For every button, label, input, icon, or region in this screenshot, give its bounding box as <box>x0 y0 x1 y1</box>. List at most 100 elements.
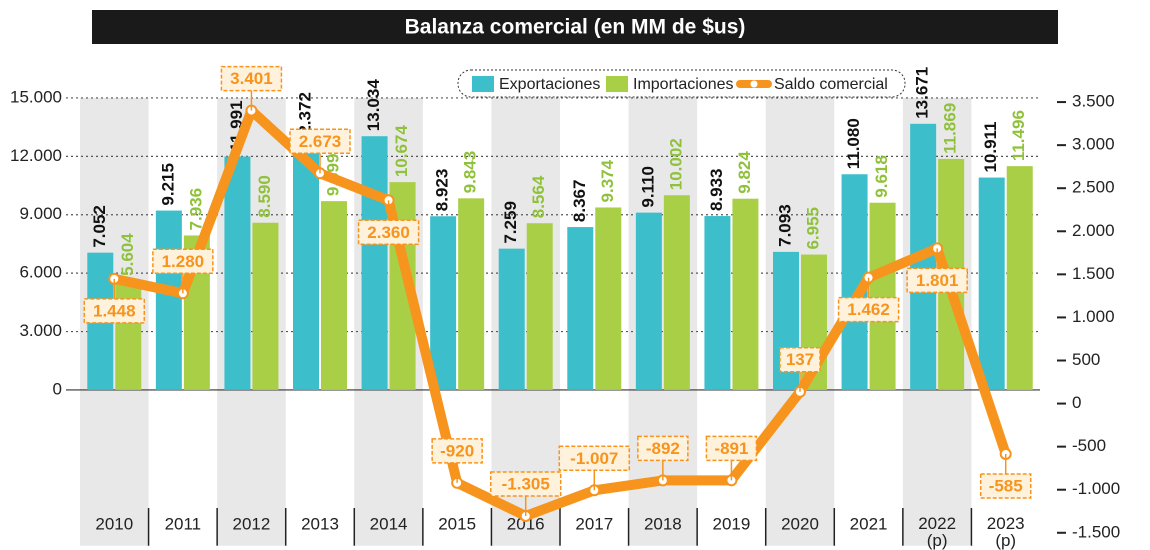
x-tick-label: 2010 <box>95 514 133 533</box>
line-value-label: 1.462 <box>847 300 890 319</box>
bar-value-label: 10.674 <box>392 125 411 178</box>
bar-value-label: 5.604 <box>118 233 137 276</box>
bar-value-label: 11.869 <box>941 103 960 154</box>
bar-value-label: 9.843 <box>461 151 480 194</box>
legend-label: Exportaciones <box>499 76 600 93</box>
bar <box>293 149 319 390</box>
y2-tick-label: 1.000 <box>1072 307 1115 326</box>
y2-tick-label: 3.000 <box>1072 135 1115 154</box>
y2-tick-label: -500 <box>1072 436 1106 455</box>
bar-value-label: 9.618 <box>872 155 891 198</box>
chart-title: Balanza comercial (en MM de $us) <box>405 16 746 39</box>
x-tick-label: 2018 <box>644 514 682 533</box>
label-box <box>705 435 758 462</box>
x-tick-line: (p) <box>927 531 948 550</box>
label-box <box>906 267 968 294</box>
x-tick-label: 2015 <box>438 514 476 533</box>
bar-value-label: 7.259 <box>501 201 520 244</box>
bar-value-label: 7.936 <box>186 188 205 231</box>
bar-value-label: 10.002 <box>666 138 685 190</box>
label-box <box>979 473 1032 499</box>
line-value-label: 1.801 <box>916 271 959 290</box>
bar <box>498 248 525 390</box>
label-box <box>289 128 351 155</box>
x-tick-label: 2011 <box>165 514 202 533</box>
bar <box>361 136 388 390</box>
label-box <box>779 347 821 373</box>
legend-label: Saldo comercial <box>774 76 888 93</box>
line-value-label: 1.280 <box>162 252 205 271</box>
line <box>113 105 1011 521</box>
x-tick-label: 2014 <box>370 514 408 533</box>
x-tick-label: 2013 <box>301 514 339 533</box>
y2-tick-label: -1.000 <box>1072 479 1120 498</box>
bar <box>595 207 622 390</box>
legend-label: Importaciones <box>633 76 734 93</box>
label-box <box>220 65 283 92</box>
y-tick-label: 9.000 <box>19 204 62 223</box>
x-tick-label: 2017 <box>575 514 613 533</box>
bar-value-label: 9.110 <box>638 166 657 208</box>
bar-value-label: 10.911 <box>981 121 1000 172</box>
line-value-label: -920 <box>440 441 474 460</box>
label-box <box>357 219 420 246</box>
y2-tick-label: -1.500 <box>1072 522 1120 541</box>
y2-tick-label: 500 <box>1072 350 1100 369</box>
bar-value-label: 11.496 <box>1009 110 1028 161</box>
bar <box>321 201 347 390</box>
line-value-label: 137 <box>786 350 814 369</box>
x-tick-label: 2016 <box>507 514 545 533</box>
bar-value-label: 7.093 <box>775 204 794 247</box>
line-value-label: 2.673 <box>299 132 342 151</box>
line-value-label: 2.360 <box>367 223 410 242</box>
bar-value-label: 8.923 <box>433 169 452 212</box>
x-tick-label: 2020 <box>781 514 819 533</box>
bar <box>978 177 1005 390</box>
bar <box>458 198 485 390</box>
legend-box <box>457 69 906 98</box>
line-value-label: -1.007 <box>570 449 618 468</box>
legend-swatch-point <box>750 80 758 88</box>
line-value-label: -891 <box>714 439 748 458</box>
bar <box>430 216 457 390</box>
bar <box>567 227 594 390</box>
label-box <box>83 298 146 324</box>
y2-tick-label: 3.500 <box>1072 92 1115 111</box>
bar <box>155 210 182 390</box>
line-value-label: -892 <box>646 439 680 458</box>
y-tick-label: 15.000 <box>10 87 62 106</box>
x-tick-line: 2022 <box>918 514 956 533</box>
title-bar <box>92 10 1058 44</box>
bar <box>1006 166 1033 390</box>
x-tick-label: 2021 <box>850 514 888 533</box>
legend-swatch <box>472 76 494 92</box>
label-box <box>837 296 900 323</box>
bar-value-label: 7.052 <box>90 205 109 248</box>
line-value-label: 3.401 <box>230 69 273 88</box>
bar-value-label: 8.933 <box>707 169 726 212</box>
bar-value-label: 13.671 <box>913 67 932 119</box>
x-tick-line: 2023 <box>987 514 1025 533</box>
bar <box>704 216 731 390</box>
line-value-label: 1.448 <box>93 301 136 320</box>
bar <box>252 222 279 390</box>
bar-value-label: 8.564 <box>529 175 548 218</box>
label-box <box>489 471 562 497</box>
bar <box>732 198 759 390</box>
y-tick-label: 0 <box>53 379 62 398</box>
x-tick-label: 2023 (p) <box>987 514 1025 550</box>
legend-swatch <box>606 76 628 92</box>
x-tick-label: 2012 <box>233 514 271 533</box>
label-box <box>637 435 689 462</box>
y-tick-label: 3.000 <box>19 321 62 340</box>
y-tick-label: 6.000 <box>19 263 62 282</box>
bar-value-label: 9.374 <box>598 159 617 202</box>
y2-tick-label: 0 <box>1072 393 1081 412</box>
line-value-label: -585 <box>989 476 1023 495</box>
bar-value-label: 8.367 <box>570 180 589 223</box>
y-tick-label: 12.000 <box>10 146 62 165</box>
x-tick-label: 2022 (p) <box>918 514 956 550</box>
y2-tick-label: 1.500 <box>1072 264 1115 283</box>
line-value-label: -1.305 <box>502 474 550 493</box>
